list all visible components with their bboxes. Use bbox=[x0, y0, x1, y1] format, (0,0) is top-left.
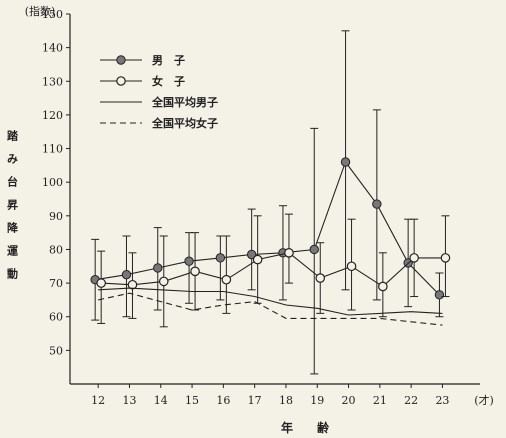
legend-label: 女 子 bbox=[152, 74, 185, 88]
series-line bbox=[98, 287, 443, 316]
y-tick-label: 120 bbox=[42, 109, 63, 122]
data-point bbox=[346, 261, 357, 272]
y-tick-label: 80 bbox=[49, 243, 63, 256]
x-tick-label: 18 bbox=[279, 394, 293, 407]
x-tick-label: 12 bbox=[91, 394, 105, 407]
data-point bbox=[184, 256, 194, 266]
x-tick-label: 17 bbox=[248, 394, 262, 407]
y-tick-label: 150 bbox=[42, 8, 63, 21]
data-point bbox=[309, 244, 319, 255]
data-point bbox=[153, 263, 163, 273]
y-tick-label: 130 bbox=[42, 75, 63, 88]
y-tick-label: 70 bbox=[49, 277, 63, 290]
data-point bbox=[252, 254, 263, 265]
x-axis-title: 年 齢 bbox=[281, 420, 330, 435]
x-tick-label: 23 bbox=[435, 394, 449, 407]
legend-marker bbox=[116, 76, 126, 86]
data-point bbox=[127, 279, 138, 290]
data-point bbox=[246, 249, 257, 260]
series-3 bbox=[98, 292, 443, 326]
series-line bbox=[101, 252, 446, 288]
data-point bbox=[158, 276, 169, 287]
data-point bbox=[96, 278, 106, 288]
data-point bbox=[315, 273, 326, 283]
data-point bbox=[434, 290, 445, 300]
data-point bbox=[440, 253, 451, 263]
y-unit-label: (指数) bbox=[25, 4, 56, 18]
y-tick-label: 100 bbox=[42, 176, 63, 189]
series-line bbox=[95, 160, 440, 296]
data-point bbox=[121, 269, 132, 280]
legend-label: 全国平均女子 bbox=[151, 116, 218, 130]
y-axis-title: 踏み台昇降運動 bbox=[6, 129, 19, 291]
series-1 bbox=[96, 213, 451, 328]
data-point bbox=[409, 253, 419, 263]
data-point bbox=[378, 281, 388, 292]
x-tick-label: 13 bbox=[122, 394, 136, 407]
x-unit-label: (才) bbox=[474, 393, 494, 407]
series-line bbox=[98, 292, 443, 326]
legend-marker bbox=[116, 55, 126, 65]
x-tick-label: 14 bbox=[154, 394, 168, 407]
data-point bbox=[340, 157, 351, 167]
x-tick-label: 21 bbox=[373, 394, 387, 407]
data-point bbox=[284, 248, 294, 258]
data-point bbox=[221, 274, 232, 285]
series-group bbox=[90, 30, 451, 375]
legend-label: 全国平均男子 bbox=[151, 95, 218, 109]
x-tick-label: 15 bbox=[185, 394, 199, 407]
axes-group: 50 60 70 80 90 100 110 120 130 140 150 12 13 14 15 16 17… bbox=[42, 8, 494, 407]
series-0 bbox=[90, 30, 445, 375]
y-tick-label: 50 bbox=[49, 344, 63, 357]
y-tick-label: 90 bbox=[49, 210, 63, 223]
y-tick-label: 140 bbox=[42, 42, 63, 55]
data-point bbox=[190, 266, 200, 277]
series-2 bbox=[98, 287, 443, 316]
data-point bbox=[215, 253, 226, 263]
legend-label: 男 子 bbox=[152, 54, 185, 67]
x-tick-label: 16 bbox=[216, 394, 230, 407]
x-tick-label: 20 bbox=[342, 394, 356, 407]
data-point bbox=[372, 199, 382, 209]
y-tick-label: 110 bbox=[42, 143, 63, 156]
x-tick-label: 22 bbox=[404, 394, 418, 407]
y-tick-label: 60 bbox=[49, 311, 63, 324]
x-tick-label: 19 bbox=[310, 394, 324, 407]
